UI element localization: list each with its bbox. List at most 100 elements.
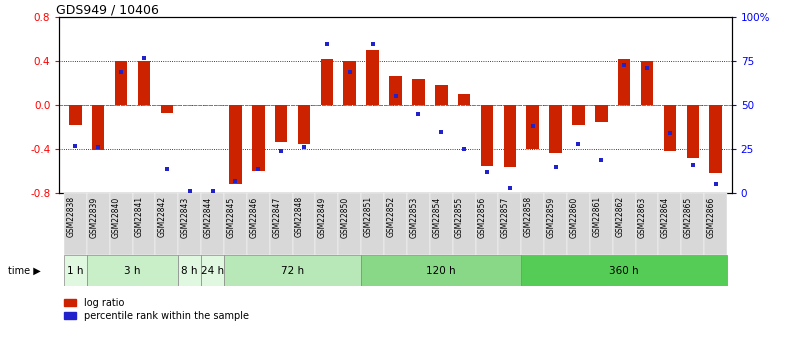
Bar — [64, 193, 87, 255]
Text: GSM22839: GSM22839 — [89, 196, 98, 238]
Bar — [297, 105, 310, 144]
Bar — [87, 255, 178, 286]
Bar — [636, 193, 658, 255]
Text: GSM22857: GSM22857 — [501, 196, 510, 238]
Text: GSM22848: GSM22848 — [295, 196, 304, 237]
Text: GSM22841: GSM22841 — [135, 196, 144, 237]
Text: GSM22852: GSM22852 — [387, 196, 396, 237]
Text: 3 h: 3 h — [124, 266, 141, 276]
Bar — [384, 193, 407, 255]
Bar — [504, 105, 517, 167]
Text: time ▶: time ▶ — [8, 266, 40, 276]
Text: GSM22843: GSM22843 — [180, 196, 190, 238]
Bar — [710, 105, 722, 174]
Bar — [224, 193, 247, 255]
Text: GSM22864: GSM22864 — [661, 196, 670, 238]
Bar — [613, 193, 636, 255]
Text: 360 h: 360 h — [609, 266, 639, 276]
Bar — [704, 193, 727, 255]
Text: GSM22863: GSM22863 — [638, 196, 647, 238]
Bar — [521, 255, 727, 286]
Bar — [412, 79, 425, 105]
Text: 8 h: 8 h — [181, 266, 198, 276]
Bar — [274, 105, 287, 141]
Text: GSM22858: GSM22858 — [524, 196, 532, 237]
Bar — [178, 193, 201, 255]
Text: GSM22845: GSM22845 — [226, 196, 236, 238]
Text: GSM22861: GSM22861 — [592, 196, 601, 237]
Bar — [201, 193, 224, 255]
Bar — [155, 193, 178, 255]
Bar — [681, 193, 704, 255]
Bar — [498, 193, 521, 255]
Bar — [527, 105, 539, 149]
Bar — [452, 193, 475, 255]
Bar — [590, 193, 613, 255]
Bar — [270, 193, 293, 255]
Text: GSM22851: GSM22851 — [364, 196, 373, 237]
Bar — [252, 105, 264, 171]
Text: GSM22838: GSM22838 — [66, 196, 75, 237]
Text: GSM22862: GSM22862 — [615, 196, 624, 237]
Bar — [247, 193, 270, 255]
Bar — [407, 193, 430, 255]
Text: 1 h: 1 h — [67, 266, 84, 276]
Bar — [687, 105, 699, 158]
Bar — [618, 59, 630, 105]
Bar — [138, 61, 150, 105]
Bar — [544, 193, 567, 255]
Bar — [361, 193, 384, 255]
Bar — [658, 193, 681, 255]
Text: GSM22860: GSM22860 — [570, 196, 578, 238]
Bar — [389, 76, 402, 105]
Bar — [521, 193, 544, 255]
Bar — [339, 193, 361, 255]
Bar — [343, 61, 356, 105]
Bar — [229, 105, 242, 184]
Bar — [178, 255, 201, 286]
Bar — [320, 59, 333, 105]
Bar — [481, 105, 494, 166]
Text: GSM22865: GSM22865 — [683, 196, 693, 238]
Bar — [69, 105, 81, 125]
Text: GSM22853: GSM22853 — [410, 196, 418, 238]
Text: GSM22846: GSM22846 — [249, 196, 259, 238]
Bar — [664, 105, 676, 151]
Bar — [567, 193, 590, 255]
Text: 72 h: 72 h — [281, 266, 305, 276]
Bar — [201, 255, 224, 286]
Bar — [92, 105, 104, 150]
Text: GSM22856: GSM22856 — [478, 196, 487, 238]
Bar — [435, 86, 448, 105]
Text: GSM22859: GSM22859 — [547, 196, 555, 238]
Bar — [595, 105, 607, 122]
Text: GSM22842: GSM22842 — [158, 196, 167, 237]
Bar — [224, 255, 361, 286]
Text: GSM22840: GSM22840 — [112, 196, 121, 238]
Text: 120 h: 120 h — [426, 266, 456, 276]
Text: GSM22855: GSM22855 — [455, 196, 464, 238]
Text: GSM22849: GSM22849 — [318, 196, 327, 238]
Text: GDS949 / 10406: GDS949 / 10406 — [56, 3, 159, 16]
Bar — [316, 193, 339, 255]
Text: 24 h: 24 h — [201, 266, 224, 276]
Text: GSM22866: GSM22866 — [706, 196, 716, 238]
Bar — [475, 193, 498, 255]
Bar — [430, 193, 452, 255]
Bar — [110, 193, 133, 255]
Text: GSM22847: GSM22847 — [272, 196, 281, 238]
Bar — [87, 193, 110, 255]
Text: GSM22850: GSM22850 — [341, 196, 350, 238]
Bar — [293, 193, 316, 255]
Text: GSM22844: GSM22844 — [203, 196, 213, 238]
Bar — [458, 94, 471, 105]
Text: GSM22854: GSM22854 — [432, 196, 441, 238]
Bar — [115, 61, 127, 105]
Bar — [133, 193, 155, 255]
Bar — [361, 255, 521, 286]
Bar — [64, 255, 87, 286]
Bar — [549, 105, 562, 152]
Bar — [641, 61, 653, 105]
Bar — [572, 105, 585, 125]
Bar — [366, 50, 379, 105]
